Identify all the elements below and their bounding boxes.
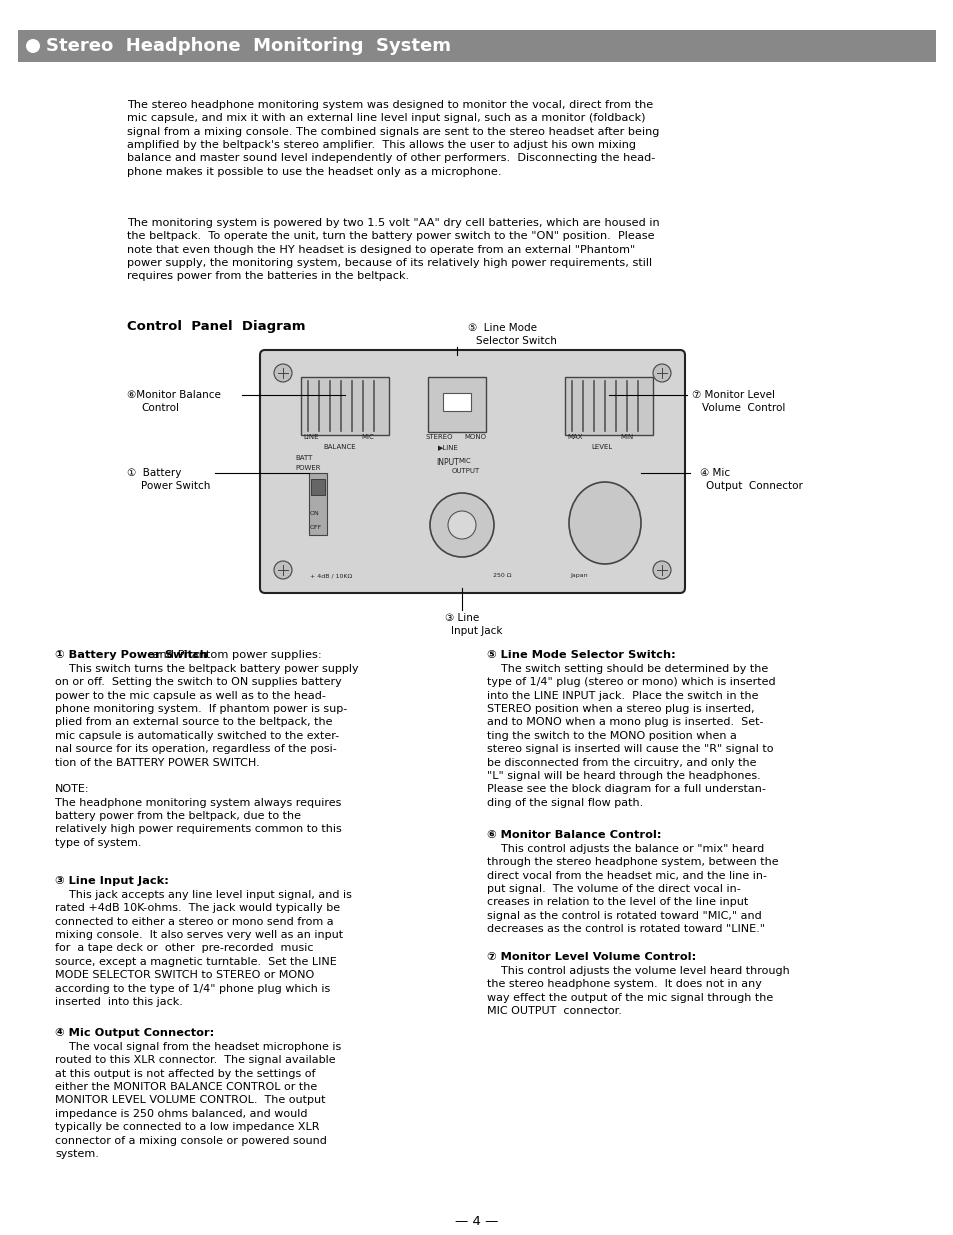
Text: MONO: MONO xyxy=(463,433,485,440)
Text: ⑦ Monitor Level: ⑦ Monitor Level xyxy=(691,390,774,400)
Circle shape xyxy=(652,364,670,382)
Text: BALANCE: BALANCE xyxy=(323,445,355,450)
Circle shape xyxy=(274,561,292,579)
Text: The switch setting should be determined by the
type of 1/4" plug (stereo or mono: The switch setting should be determined … xyxy=(486,664,775,808)
Bar xyxy=(564,377,652,435)
Text: 250 Ω: 250 Ω xyxy=(493,573,511,578)
Text: OUTPUT: OUTPUT xyxy=(452,468,479,474)
Text: ③ Line Input Jack:: ③ Line Input Jack: xyxy=(55,876,169,885)
Text: The stereo headphone monitoring system was designed to monitor the vocal, direct: The stereo headphone monitoring system w… xyxy=(127,100,659,177)
Text: ④ Mic Output Connector:: ④ Mic Output Connector: xyxy=(55,1028,214,1037)
Bar xyxy=(18,30,935,62)
Text: — 4 —: — 4 — xyxy=(455,1215,498,1228)
Bar xyxy=(311,479,325,495)
Text: ③ Line: ③ Line xyxy=(444,613,478,622)
Text: INPUT: INPUT xyxy=(436,458,458,467)
Text: ⑤  Line Mode: ⑤ Line Mode xyxy=(468,324,537,333)
Text: LEVEL: LEVEL xyxy=(590,445,612,450)
Text: + 4dB / 10KΩ: + 4dB / 10KΩ xyxy=(310,573,352,578)
Text: Control: Control xyxy=(141,403,179,412)
Text: LINE: LINE xyxy=(303,433,318,440)
Text: Output  Connector: Output Connector xyxy=(705,480,802,492)
Text: The monitoring system is powered by two 1.5 volt "AA" dry cell batteries, which : The monitoring system is powered by two … xyxy=(127,219,659,282)
Text: OFF: OFF xyxy=(310,525,322,530)
Text: MIN: MIN xyxy=(619,433,633,440)
FancyBboxPatch shape xyxy=(260,350,684,593)
Text: This control adjusts the volume level heard through
the stereo headphone system.: This control adjusts the volume level he… xyxy=(486,966,789,1016)
Text: ⑦ Monitor Level Volume Control:: ⑦ Monitor Level Volume Control: xyxy=(486,952,696,962)
Circle shape xyxy=(448,511,476,538)
Text: This control adjusts the balance or "mix" heard
through the stereo headphone sys: This control adjusts the balance or "mix… xyxy=(486,844,778,934)
Text: Input Jack: Input Jack xyxy=(451,626,502,636)
Text: ON: ON xyxy=(310,511,319,516)
Circle shape xyxy=(652,561,670,579)
Text: ⑤ Line Mode Selector Switch:: ⑤ Line Mode Selector Switch: xyxy=(486,650,675,659)
Text: This switch turns the beltpack battery power supply
on or off.  Setting the swit: This switch turns the beltpack battery p… xyxy=(55,664,358,847)
Text: ⑥ Monitor Balance Control:: ⑥ Monitor Balance Control: xyxy=(486,830,660,840)
Text: ▶LINE: ▶LINE xyxy=(437,445,458,450)
Text: Selector Switch: Selector Switch xyxy=(476,336,557,346)
Text: ④ Mic: ④ Mic xyxy=(700,468,729,478)
Text: ① Battery Power Switch: ① Battery Power Switch xyxy=(55,650,208,659)
Text: STEREO: STEREO xyxy=(426,433,453,440)
Text: Stereo  Headphone  Monitoring  System: Stereo Headphone Monitoring System xyxy=(46,37,451,56)
Circle shape xyxy=(274,364,292,382)
Circle shape xyxy=(430,493,494,557)
Text: This jack accepts any line level input signal, and is
rated +4dB 10K-ohms.  The : This jack accepts any line level input s… xyxy=(55,890,352,1007)
Text: Japan: Japan xyxy=(569,573,587,578)
Bar xyxy=(428,377,485,432)
Ellipse shape xyxy=(568,482,640,564)
Text: BATT: BATT xyxy=(294,454,312,461)
Text: ⑥Monitor Balance: ⑥Monitor Balance xyxy=(127,390,221,400)
Bar xyxy=(309,473,327,535)
Text: MAX: MAX xyxy=(566,433,582,440)
Text: Control  Panel  Diagram: Control Panel Diagram xyxy=(127,320,305,333)
Text: MIC: MIC xyxy=(360,433,374,440)
Text: and Phantom power supplies:: and Phantom power supplies: xyxy=(149,650,321,659)
Text: Power Switch: Power Switch xyxy=(141,480,211,492)
Bar xyxy=(442,393,471,411)
Text: POWER: POWER xyxy=(294,466,320,471)
Bar xyxy=(301,377,389,435)
Text: The vocal signal from the headset microphone is
routed to this XLR connector.  T: The vocal signal from the headset microp… xyxy=(55,1042,341,1158)
Text: ①  Battery: ① Battery xyxy=(127,468,181,478)
Circle shape xyxy=(26,40,40,53)
Text: MIC: MIC xyxy=(457,458,470,464)
Text: Volume  Control: Volume Control xyxy=(701,403,784,412)
